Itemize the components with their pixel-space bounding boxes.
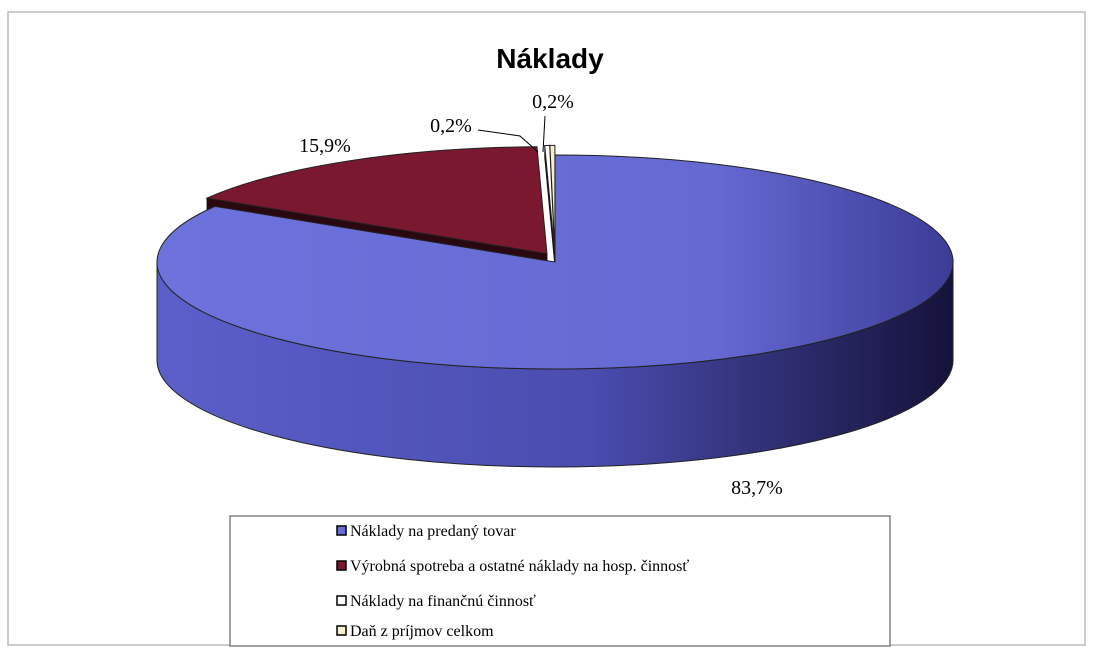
data-label: 15,9%	[299, 135, 351, 157]
legend-box	[229, 515, 891, 647]
slice	[549, 144, 556, 253]
data-label: 0,2%	[430, 115, 472, 137]
legend-swatch	[336, 595, 347, 606]
leader-line	[542, 115, 546, 153]
legend-label: Daň z príjmov celkom	[350, 623, 494, 640]
legend-label: Náklady na predaný tovar	[350, 523, 516, 540]
legend-swatch	[336, 560, 347, 571]
leader-line	[477, 129, 539, 153]
chart-title: Náklady	[496, 43, 604, 74]
data-label: 0,2%	[532, 91, 574, 113]
slice	[156, 154, 954, 370]
slice	[205, 146, 548, 255]
legend-label: Náklady na finančnú činnosť	[350, 593, 536, 610]
legend-swatch	[336, 625, 347, 636]
legend-swatch	[336, 525, 347, 536]
data-label: 83,7%	[731, 477, 783, 499]
legend-label: Výrobná spotreba a ostatné náklady na ho…	[350, 558, 689, 575]
